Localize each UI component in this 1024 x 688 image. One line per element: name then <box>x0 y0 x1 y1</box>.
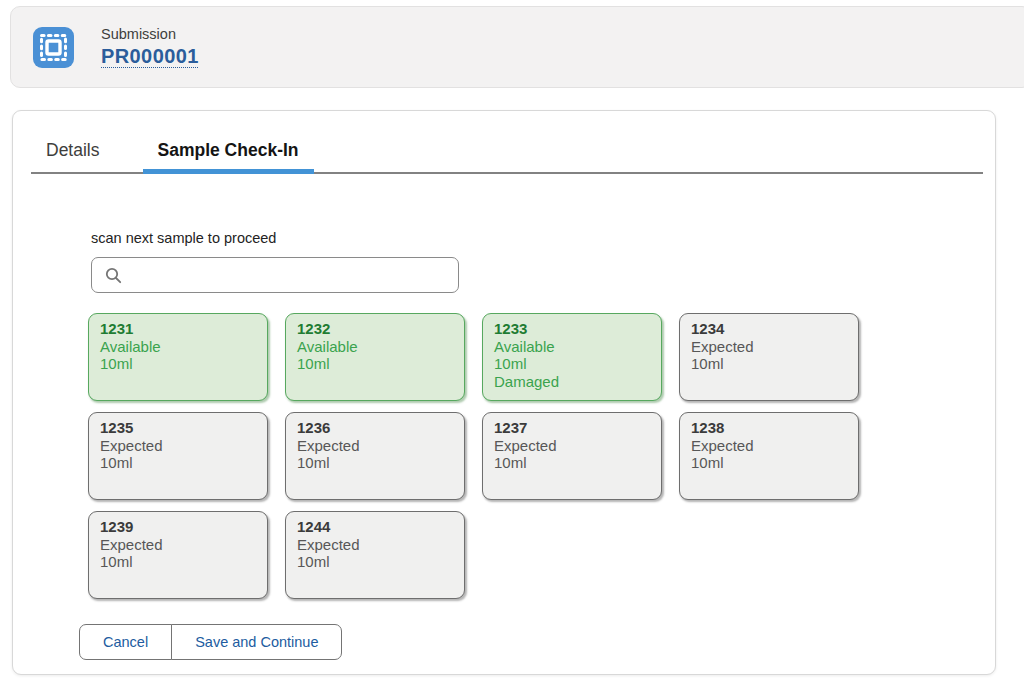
sample-scan-search-box[interactable] <box>91 257 459 293</box>
sample-scan-input[interactable] <box>130 266 458 285</box>
sample-card[interactable]: 1233 Available10mlDamaged <box>482 313 662 401</box>
sample-status-line: Available <box>100 338 256 356</box>
search-icon <box>105 267 122 284</box>
sample-checkin-card: Details Sample Check-In scan next sample… <box>12 110 996 675</box>
sample-status-line: Expected <box>297 437 453 455</box>
sample-status-line: 10ml <box>494 454 650 472</box>
sample-card[interactable]: 1231 Available10ml <box>88 313 268 401</box>
record-type-label: Submission <box>101 26 199 42</box>
sample-status-line: 10ml <box>100 454 256 472</box>
sample-status-line: Expected <box>691 338 847 356</box>
sample-card[interactable]: 1235 Expected10ml <box>88 412 268 500</box>
sample-id: 1237 <box>494 419 650 437</box>
sample-status-lines: Expected10ml <box>494 437 650 472</box>
sample-id: 1236 <box>297 419 453 437</box>
sample-id: 1244 <box>297 518 453 536</box>
record-header-text: Submission PR000001 <box>101 26 199 68</box>
sample-card[interactable]: 1234 Expected10ml <box>679 313 859 401</box>
sample-status-line: Available <box>297 338 453 356</box>
sample-status-line: Damaged <box>494 373 650 391</box>
sample-status-lines: Available10ml <box>100 338 256 373</box>
sample-status-lines: Expected10ml <box>691 437 847 472</box>
sample-id: 1233 <box>494 320 650 338</box>
sample-status-line: Expected <box>100 437 256 455</box>
sample-status-lines: Expected10ml <box>100 536 256 571</box>
sample-id: 1234 <box>691 320 847 338</box>
action-button-group: Cancel Save and Continue <box>79 624 342 660</box>
sample-status-line: 10ml <box>494 355 650 373</box>
sample-card[interactable]: 1237 Expected10ml <box>482 412 662 500</box>
tab-bar: Details Sample Check-In <box>31 111 983 174</box>
sample-card[interactable]: 1239 Expected10ml <box>88 511 268 599</box>
sample-id: 1231 <box>100 320 256 338</box>
sample-id: 1238 <box>691 419 847 437</box>
tab-details[interactable]: Details <box>46 140 100 172</box>
sample-status-lines: Expected10ml <box>297 536 453 571</box>
save-and-continue-button[interactable]: Save and Continue <box>171 624 342 660</box>
sample-status-line: Expected <box>691 437 847 455</box>
sample-grid: 1231 Available10ml 1232 Available10ml 12… <box>88 313 859 599</box>
sample-card[interactable]: 1236 Expected10ml <box>285 412 465 500</box>
sample-card[interactable]: 1238 Expected10ml <box>679 412 859 500</box>
sample-status-line: Expected <box>100 536 256 554</box>
sample-status-lines: Expected10ml <box>297 437 453 472</box>
sample-status-line: 10ml <box>297 454 453 472</box>
sample-status-line: 10ml <box>297 355 453 373</box>
sample-id: 1232 <box>297 320 453 338</box>
sample-status-line: Expected <box>297 536 453 554</box>
sample-id: 1239 <box>100 518 256 536</box>
sample-status-line: Expected <box>494 437 650 455</box>
sample-status-line: Available <box>494 338 650 356</box>
sample-status-line: 10ml <box>100 553 256 571</box>
sample-status-lines: Expected10ml <box>691 338 847 373</box>
sample-status-line: 10ml <box>100 355 256 373</box>
sample-card[interactable]: 1232 Available10ml <box>285 313 465 401</box>
record-header: Submission PR000001 <box>10 6 1024 88</box>
record-name-link[interactable]: PR000001 <box>101 45 199 68</box>
sample-status-lines: Available10mlDamaged <box>494 338 650 391</box>
cancel-button[interactable]: Cancel <box>79 624 172 660</box>
scan-instruction-label: scan next sample to proceed <box>91 230 276 246</box>
stamp-icon <box>33 27 74 68</box>
tab-sample-check-in[interactable]: Sample Check-In <box>143 140 314 174</box>
submission-object-icon-tile <box>33 27 74 68</box>
sample-status-lines: Expected10ml <box>100 437 256 472</box>
sample-card[interactable]: 1244 Expected10ml <box>285 511 465 599</box>
sample-status-line: 10ml <box>691 355 847 373</box>
sample-status-line: 10ml <box>297 553 453 571</box>
sample-id: 1235 <box>100 419 256 437</box>
sample-status-lines: Available10ml <box>297 338 453 373</box>
sample-status-line: 10ml <box>691 454 847 472</box>
